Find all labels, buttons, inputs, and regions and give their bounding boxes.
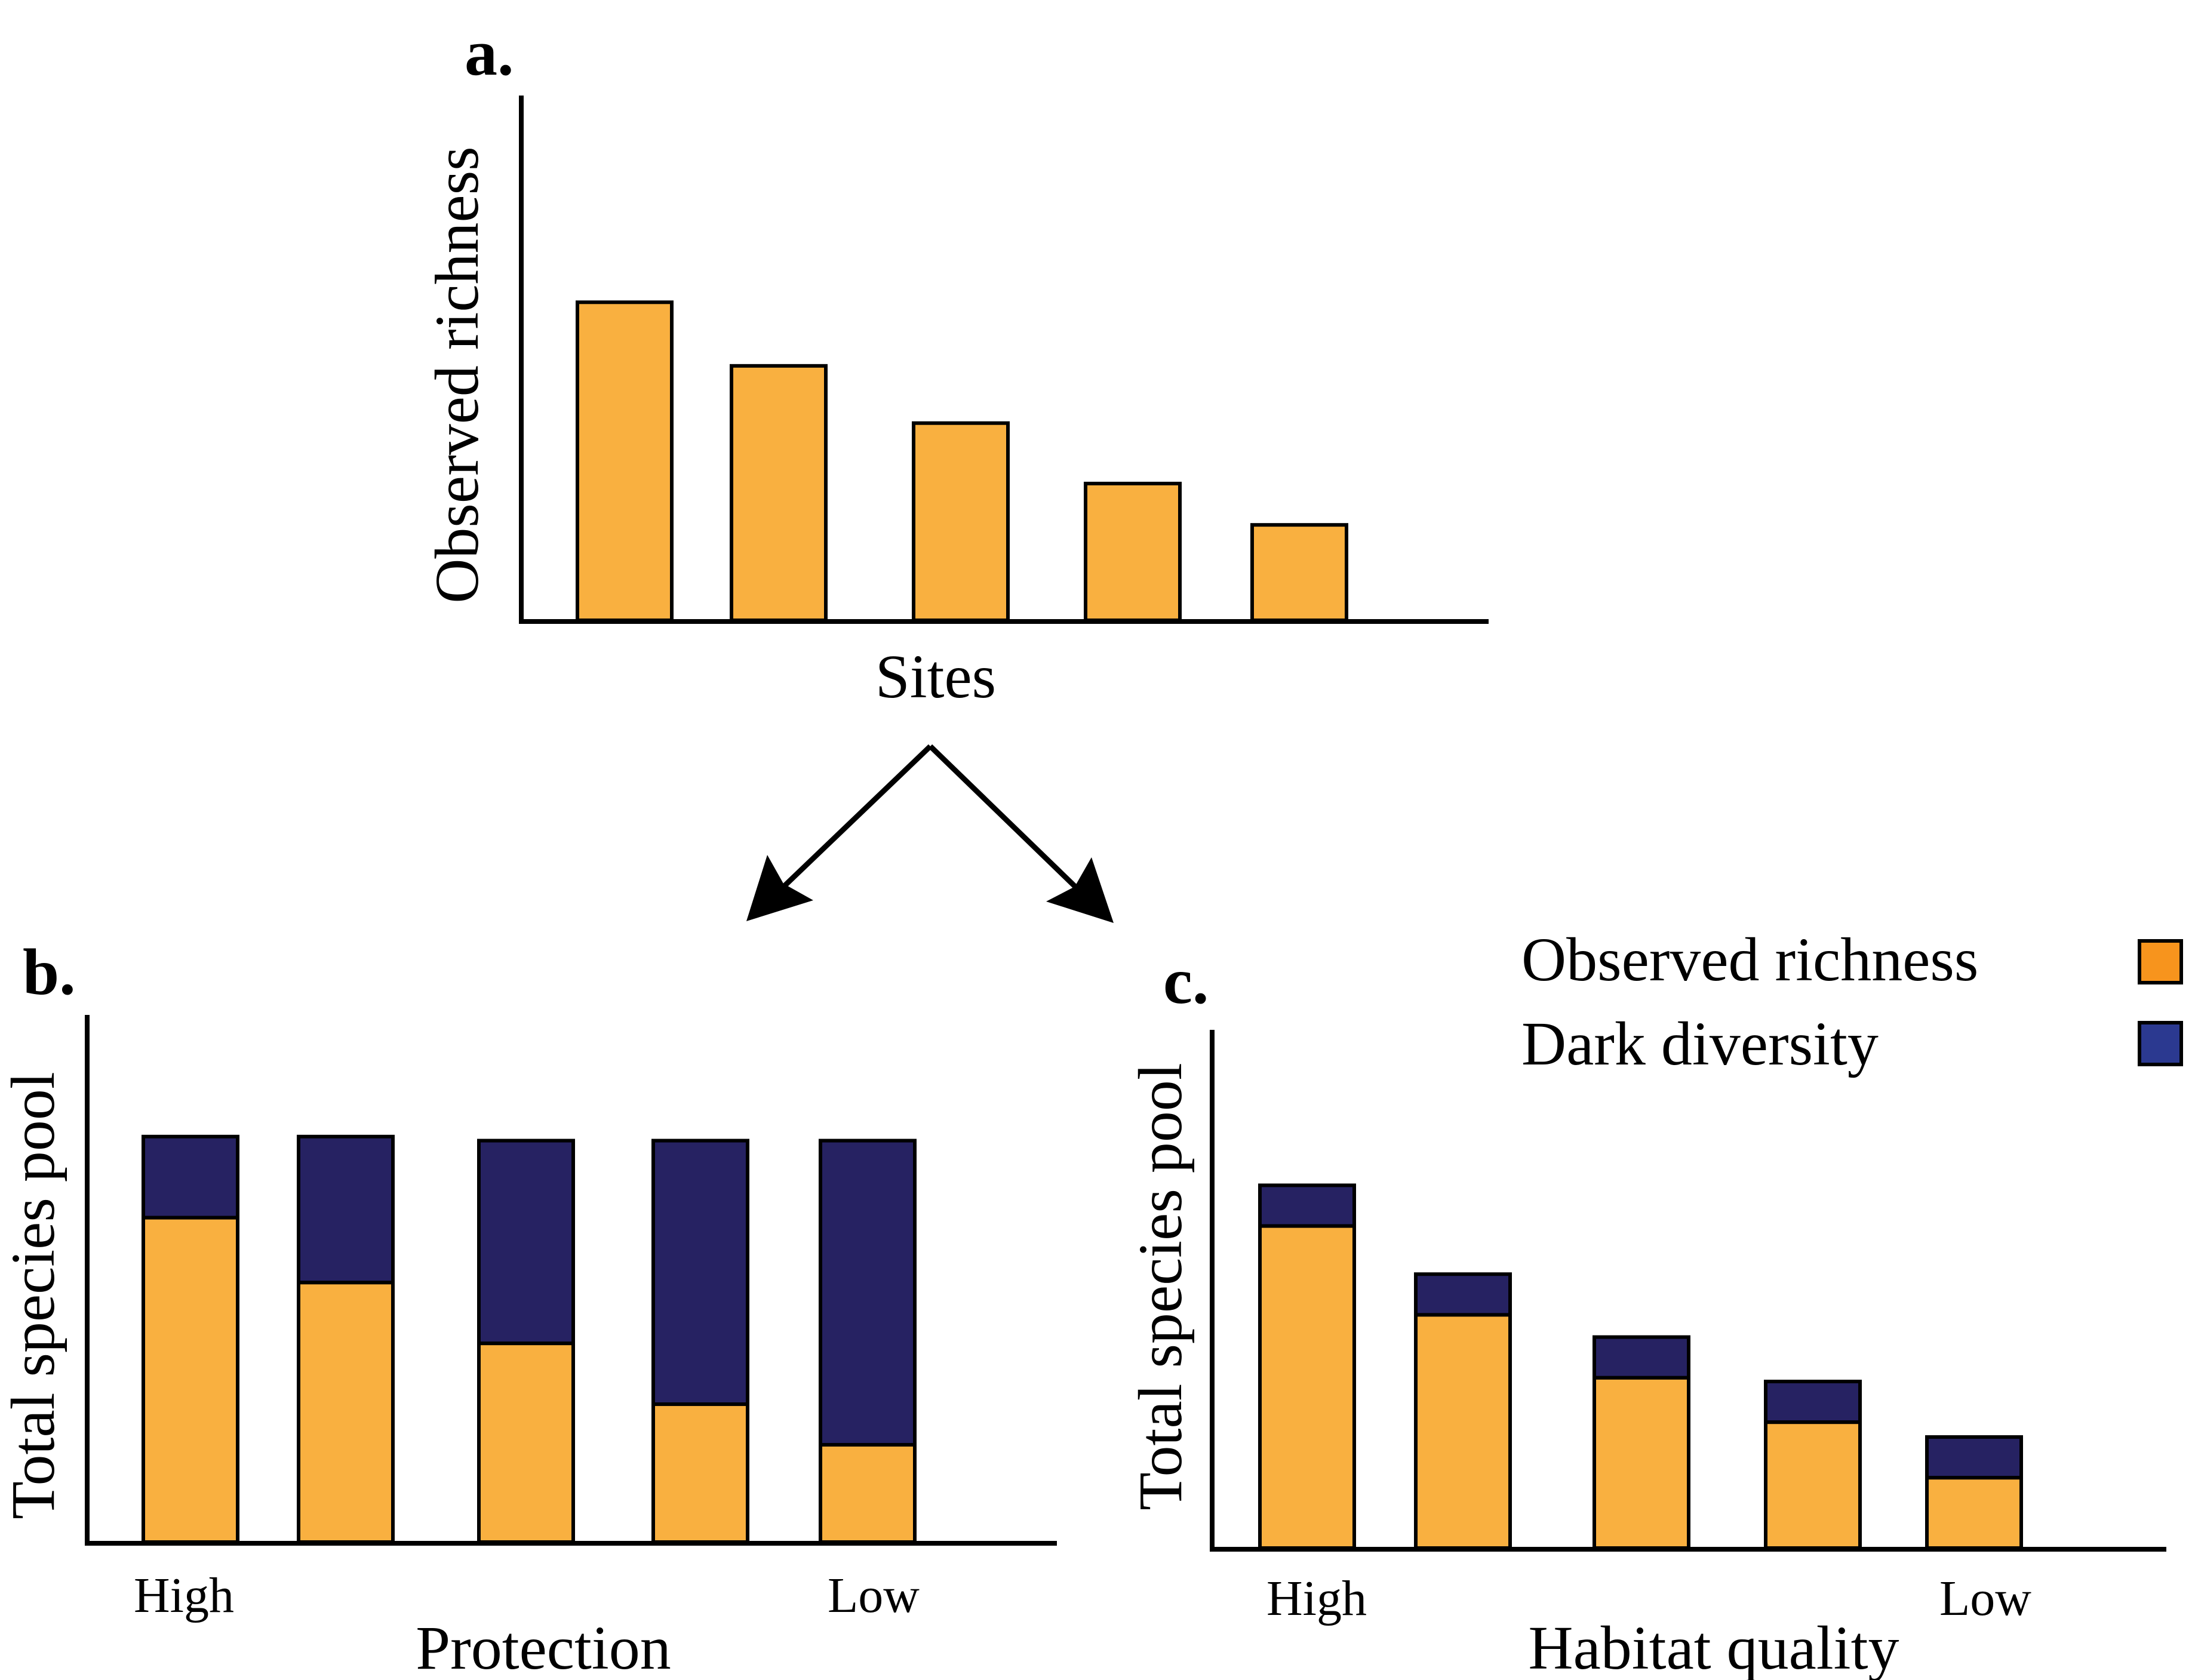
legend-swatch-observed bbox=[2138, 939, 2183, 984]
panel-b-tick-low: Low bbox=[828, 1568, 920, 1623]
panel-c-bar-observed-segment bbox=[1593, 1376, 1690, 1550]
panel-c-bar-dark-segment bbox=[1258, 1183, 1356, 1228]
panel-c-bar-dark-segment bbox=[1593, 1335, 1690, 1380]
panel-b-bar-observed-segment bbox=[651, 1402, 749, 1544]
panel-b-bar-observed-segment bbox=[297, 1281, 395, 1544]
panel-c-y-label: Total species pool bbox=[1126, 1063, 1195, 1510]
panel-a-bar bbox=[912, 421, 1010, 623]
panel-b-bar-dark-segment bbox=[477, 1139, 575, 1346]
panel-a-x-label: Sites bbox=[875, 642, 996, 711]
panel-b-x-label: Protection bbox=[416, 1614, 671, 1680]
panel-a-bar bbox=[730, 364, 828, 622]
legend-label-observed: Observed richness bbox=[1521, 925, 1978, 994]
panel-b-bar-dark-segment bbox=[142, 1134, 239, 1220]
panel-c-x-label: Habitat quality bbox=[1529, 1614, 1899, 1680]
panel-a-bar bbox=[1084, 481, 1182, 622]
panel-c-bar-observed-segment bbox=[1764, 1420, 1862, 1550]
panel-c-bar-observed-segment bbox=[1925, 1476, 2023, 1550]
legend-swatch-dark bbox=[2138, 1021, 2183, 1066]
legend-label-dark: Dark diversity bbox=[1521, 1010, 1879, 1078]
arrow-right-head bbox=[1046, 857, 1114, 923]
panel-c-bar-dark-segment bbox=[1764, 1380, 1862, 1424]
panel-a-bar bbox=[1250, 523, 1348, 622]
panel-b-y-label: Total species pool bbox=[0, 1072, 67, 1519]
panel-a-letter: a. bbox=[465, 16, 514, 89]
panel-b-bar-observed-segment bbox=[142, 1216, 239, 1544]
panel-b-bar-observed-segment bbox=[819, 1442, 917, 1544]
panel-c-letter: c. bbox=[1163, 944, 1209, 1017]
panel-c-bars bbox=[1258, 1183, 2023, 1550]
panel-b: b. High Low Protection Total species poo… bbox=[0, 936, 1057, 1680]
panel-c-bar-observed-segment bbox=[1258, 1224, 1356, 1550]
arrows bbox=[746, 744, 1114, 923]
panel-a-bar bbox=[576, 300, 674, 623]
panel-c-tick-low: Low bbox=[1939, 1571, 2031, 1626]
panel-c-bar-dark-segment bbox=[1414, 1272, 1512, 1317]
panel-c-bar-dark-segment bbox=[1925, 1435, 2023, 1480]
arrow-left-head bbox=[746, 855, 813, 921]
panel-c-bar-observed-segment bbox=[1414, 1313, 1512, 1550]
panel-b-bars bbox=[142, 1134, 917, 1544]
panel-a-bars bbox=[576, 300, 1348, 623]
panel-b-letter: b. bbox=[23, 936, 76, 1008]
panel-b-bar-dark-segment bbox=[819, 1139, 917, 1447]
arrow-right-shaft bbox=[928, 744, 1085, 896]
panel-b-bar-dark-segment bbox=[297, 1134, 395, 1285]
panel-a-y-label: Observed richness bbox=[423, 146, 491, 603]
panel-c-tick-high: High bbox=[1266, 1571, 1367, 1626]
legend: Observed richness Dark diversity bbox=[1521, 925, 2183, 1078]
panel-b-bar-observed-segment bbox=[477, 1341, 575, 1544]
panel-a: a. Sites Observed richness bbox=[423, 16, 1489, 711]
panel-c: c. High Low Habitat quality Total specie… bbox=[1126, 944, 2166, 1680]
arrow-left-shaft bbox=[774, 744, 933, 896]
panel-b-tick-high: High bbox=[134, 1568, 234, 1623]
panel-b-bar-dark-segment bbox=[651, 1139, 749, 1407]
